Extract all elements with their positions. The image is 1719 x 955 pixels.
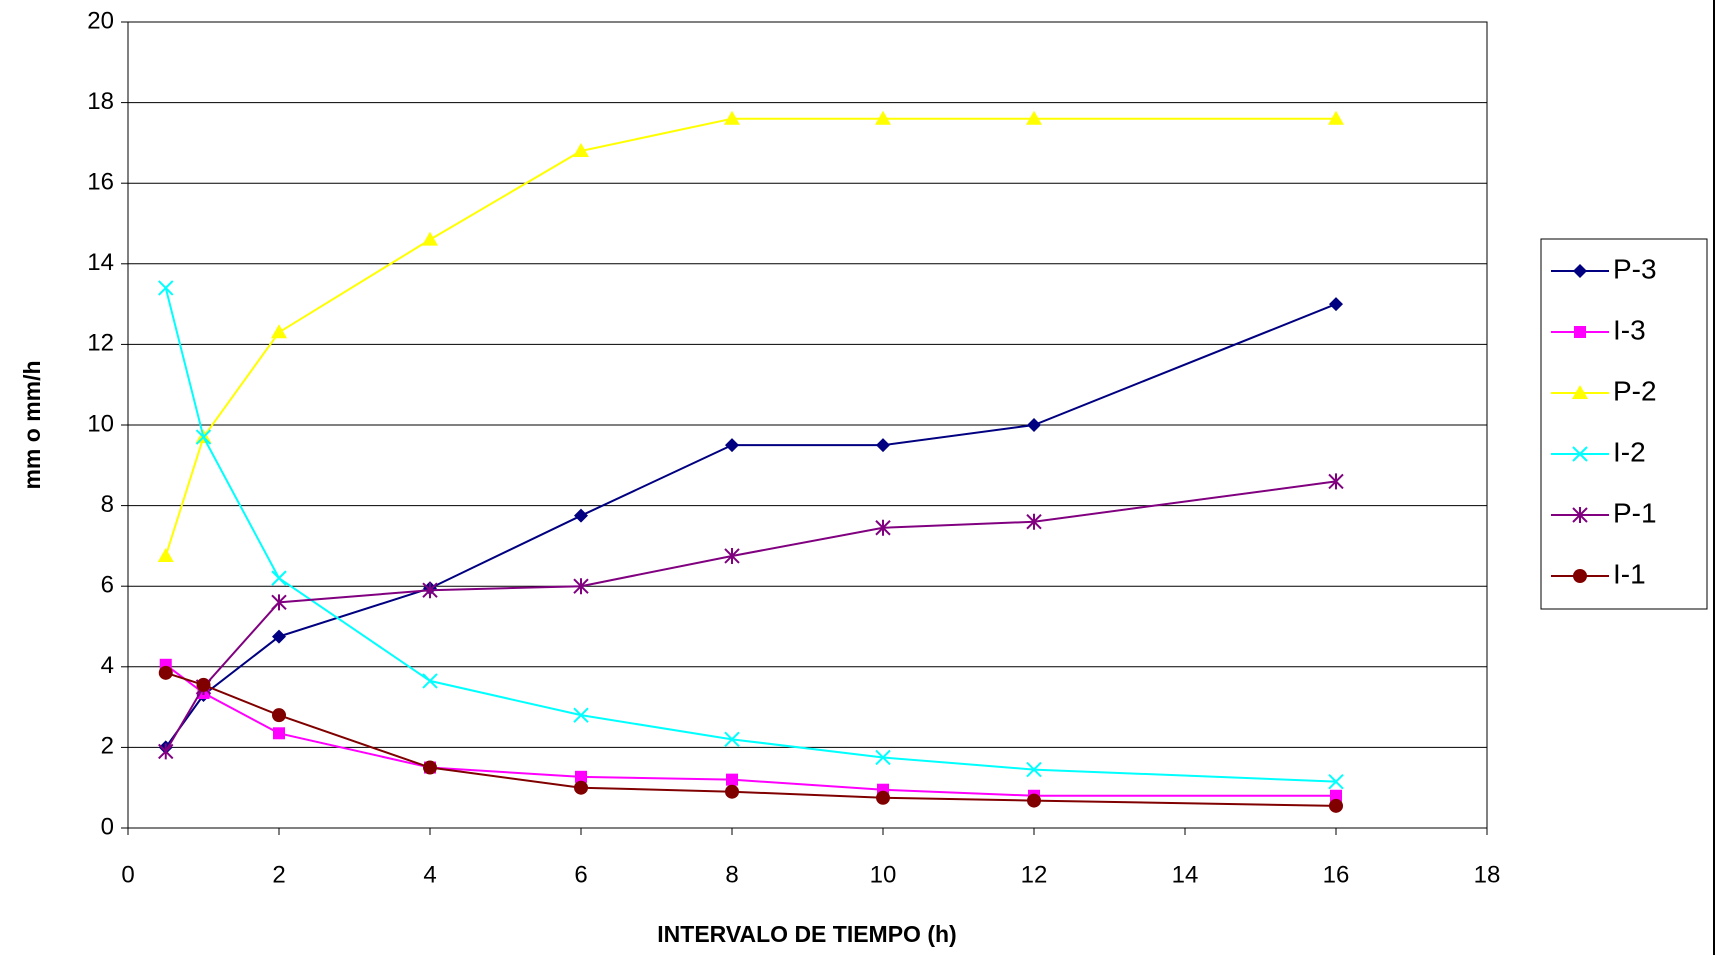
marker [1328,773,1344,790]
y-tick-label: 0 [101,813,114,840]
marker [1572,446,1588,462]
marker [575,770,587,783]
y-tick-label: 10 [87,410,114,437]
marker [271,570,287,586]
y-tick-label: 4 [101,652,114,679]
marker [272,629,286,644]
marker [574,508,588,523]
marker [271,594,287,611]
y-tick-label: 14 [87,249,114,276]
plot-frame [127,21,1488,829]
y-tick-label: 20 [87,7,114,34]
marker [724,547,740,564]
marker [1329,297,1343,312]
marker [875,749,891,766]
x-tick-label: 6 [574,861,587,888]
legend-label: I-2 [1613,436,1646,467]
marker [422,231,438,246]
legend-label: P-3 [1613,253,1657,284]
y-axis-title: mm o mm/h [19,360,45,489]
marker [1572,385,1588,399]
legend-label: I-1 [1613,558,1646,589]
marker [573,142,589,157]
marker [1026,110,1042,125]
legend-label: I-3 [1613,314,1646,345]
marker [422,582,438,599]
marker [875,519,891,536]
marker [196,677,211,692]
y-tick-label: 2 [101,733,114,760]
y-tick-label: 18 [87,88,114,115]
marker [876,438,890,453]
x-tick-label: 16 [1323,861,1350,888]
marker [1329,798,1343,813]
series-line [165,671,1337,807]
y-tick-label: 6 [101,572,114,599]
marker [423,760,437,775]
marker [272,708,286,723]
marker [1572,507,1588,523]
x-tick-label: 10 [870,861,897,888]
x-tick-label: 2 [272,861,285,888]
legend-label: P-1 [1613,497,1657,528]
x-tick-label: 4 [423,861,436,888]
marker [157,547,174,562]
y-tick-label: 12 [87,330,114,357]
marker [876,790,890,805]
marker [158,743,174,760]
x-tick-label: 18 [1474,861,1501,888]
marker [573,707,589,723]
marker [158,280,174,296]
marker [271,324,287,339]
marker [724,731,740,748]
x-tick-label: 8 [725,861,738,888]
series-line [164,117,1336,557]
marker [574,780,588,795]
marker [1027,418,1041,432]
series-line [164,303,1337,748]
x-axis-title: INTERVALO DE TIEMPO (h) [657,921,956,947]
marker [195,429,212,445]
marker [875,110,891,125]
marker [273,727,285,740]
marker [1328,473,1344,490]
y-tick-label: 8 [101,491,114,518]
marker [724,110,740,125]
marker [725,438,739,453]
x-tick-label: 12 [1021,861,1048,888]
x-tick-label: 0 [121,861,134,888]
marker [1328,110,1344,125]
legend-label: P-2 [1613,375,1657,406]
marker [1573,569,1587,583]
marker [1574,326,1586,338]
marker [726,773,738,786]
marker [1330,789,1342,802]
marker [1026,513,1042,530]
legend-box [1540,238,1708,610]
marker [1026,761,1042,778]
series-line [164,287,1337,783]
marker [158,665,173,680]
series-line [165,663,1336,797]
marker [725,784,739,799]
marker [422,673,438,689]
marker [1573,264,1587,278]
y-tick-label: 16 [87,169,114,196]
marker [1027,793,1041,808]
marker [573,578,589,595]
x-tick-label: 14 [1172,861,1199,888]
